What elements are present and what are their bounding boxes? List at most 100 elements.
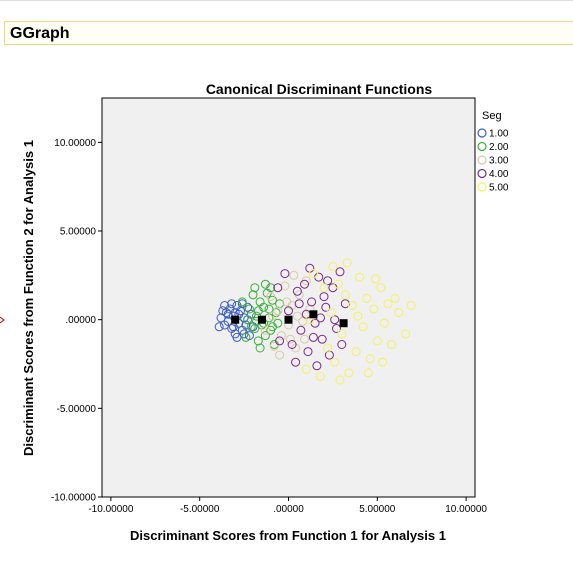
legend-swatch-icon bbox=[477, 182, 487, 192]
top-divider bbox=[0, 0, 573, 1]
data-point bbox=[355, 272, 364, 282]
data-point bbox=[264, 304, 274, 314]
data-point bbox=[241, 320, 251, 330]
legend-entry: 5.00 bbox=[489, 183, 509, 194]
red-marker-icon bbox=[0, 316, 5, 324]
data-point bbox=[317, 334, 327, 344]
data-point bbox=[371, 274, 380, 284]
data-point bbox=[330, 357, 340, 367]
data-point bbox=[337, 329, 347, 339]
data-point bbox=[260, 325, 270, 335]
legend-swatch-icon bbox=[477, 155, 487, 165]
data-point bbox=[347, 301, 357, 310]
data-point bbox=[300, 279, 309, 289]
y-tick-label: 5.00000 bbox=[60, 227, 97, 238]
plot-area bbox=[101, 97, 476, 498]
data-point bbox=[276, 331, 286, 341]
y-tick-label: 10.00000 bbox=[54, 138, 96, 149]
page-title: GGraph bbox=[10, 25, 70, 42]
data-point bbox=[275, 299, 285, 309]
data-point bbox=[292, 311, 302, 321]
legend-entry: 2.00 bbox=[489, 142, 509, 153]
data-point bbox=[273, 306, 283, 316]
data-point bbox=[260, 331, 270, 341]
data-point bbox=[301, 364, 311, 374]
data-point bbox=[280, 281, 290, 291]
data-point bbox=[390, 293, 400, 303]
data-point bbox=[406, 301, 416, 310]
data-point bbox=[328, 262, 338, 271]
data-point bbox=[401, 329, 411, 339]
data-point bbox=[273, 283, 283, 293]
y-axis-title: Discriminant Scores from Function 2 for … bbox=[21, 140, 36, 456]
data-point bbox=[307, 297, 317, 307]
data-point bbox=[323, 276, 333, 286]
x-tick-label: 10.00000 bbox=[445, 504, 487, 515]
data-point bbox=[280, 269, 290, 279]
data-point bbox=[351, 347, 361, 357]
data-point bbox=[378, 357, 388, 367]
data-point bbox=[363, 368, 373, 378]
centroid-marker bbox=[309, 310, 318, 319]
data-point bbox=[335, 267, 345, 277]
data-point bbox=[332, 324, 341, 333]
data-point bbox=[298, 316, 308, 326]
data-points bbox=[214, 258, 416, 385]
legend-swatch-icon bbox=[477, 141, 487, 152]
data-point bbox=[232, 332, 242, 342]
data-point bbox=[365, 354, 375, 364]
legend-title: Seg bbox=[482, 110, 502, 122]
data-point bbox=[342, 258, 352, 268]
legend-entry: 4.00 bbox=[489, 169, 509, 180]
data-point bbox=[296, 325, 306, 335]
data-point bbox=[387, 340, 396, 349]
data-point bbox=[335, 375, 345, 385]
group-centroids bbox=[231, 310, 348, 328]
data-point bbox=[291, 357, 301, 367]
data-point bbox=[275, 350, 285, 360]
data-point bbox=[268, 322, 277, 332]
data-point bbox=[214, 322, 224, 332]
data-point bbox=[237, 297, 247, 307]
data-point bbox=[287, 340, 297, 349]
centroid-marker bbox=[339, 319, 348, 328]
centroid-marker bbox=[284, 315, 293, 324]
output-header[interactable]: GGraph bbox=[4, 21, 573, 45]
data-point bbox=[321, 302, 331, 312]
data-point bbox=[241, 332, 251, 342]
data-point bbox=[340, 299, 350, 309]
data-point bbox=[316, 371, 325, 381]
data-point bbox=[340, 290, 350, 300]
legend-swatch-icon bbox=[477, 128, 487, 138]
data-point bbox=[344, 368, 354, 378]
data-point bbox=[266, 283, 276, 293]
data-point bbox=[337, 340, 347, 349]
y-axis: -10.00000 -5.00000 .00000 5.00000 10.00000 bbox=[51, 138, 102, 504]
data-point bbox=[369, 304, 379, 314]
y-tick-label: .00000 bbox=[65, 315, 96, 326]
data-point bbox=[330, 315, 340, 325]
data-point bbox=[253, 306, 263, 316]
data-point bbox=[269, 341, 279, 351]
data-point bbox=[324, 350, 334, 360]
legend-swatch-icon bbox=[477, 168, 487, 179]
data-point bbox=[303, 347, 313, 357]
data-point bbox=[248, 290, 258, 300]
data-point bbox=[253, 336, 263, 346]
data-point bbox=[326, 308, 336, 318]
data-point bbox=[285, 334, 295, 344]
centroid-marker bbox=[257, 315, 266, 324]
legend: Seg 1.00 2.00 3.00 4.00 5.00 bbox=[477, 110, 509, 194]
x-tick-label: -5.00000 bbox=[180, 504, 220, 515]
data-point bbox=[268, 311, 277, 321]
data-point bbox=[223, 309, 233, 319]
x-axis-title: Discriminant Scores from Function 1 for … bbox=[130, 528, 446, 543]
data-point bbox=[243, 315, 253, 325]
legend-entry: 3.00 bbox=[489, 156, 509, 167]
x-tick-label: -10.00000 bbox=[88, 504, 133, 515]
data-point bbox=[394, 308, 404, 318]
data-point bbox=[383, 299, 393, 309]
data-point bbox=[246, 322, 256, 332]
data-point bbox=[312, 361, 322, 371]
